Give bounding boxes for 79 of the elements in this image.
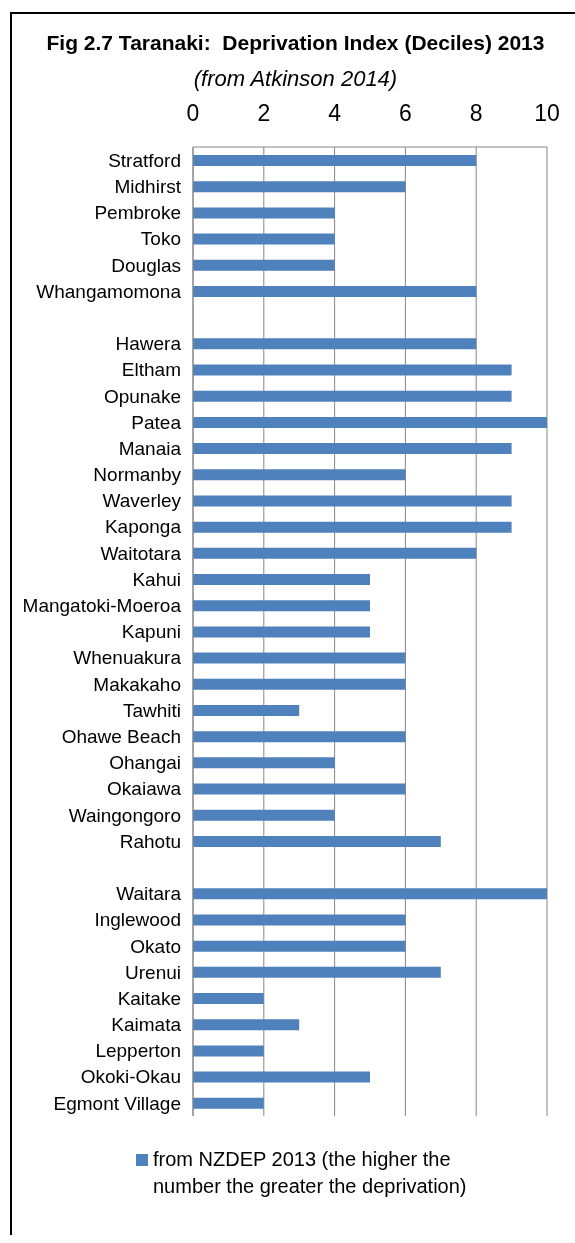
bar bbox=[193, 574, 370, 586]
bar bbox=[193, 757, 335, 769]
bar bbox=[193, 285, 477, 297]
bar bbox=[193, 207, 335, 219]
y-tick-label: Mangatoki-Moeroa bbox=[22, 595, 182, 617]
y-tick-label: Waitotara bbox=[100, 542, 182, 564]
bar bbox=[193, 888, 547, 900]
y-tick-label: Stratford bbox=[108, 149, 181, 171]
y-tick-label: Patea bbox=[131, 411, 182, 433]
y-tick-label: Kaimata bbox=[111, 1014, 182, 1036]
bar bbox=[193, 835, 441, 847]
x-tick-label: 0 bbox=[186, 100, 200, 126]
y-tick-label: Ohawe Beach bbox=[61, 726, 181, 747]
y-tick-label: Douglas bbox=[111, 254, 181, 276]
y-tick-label: Opunake bbox=[103, 385, 181, 407]
bar bbox=[193, 914, 406, 926]
bar bbox=[193, 338, 477, 350]
bar bbox=[193, 443, 512, 455]
bar bbox=[193, 731, 406, 743]
chart-title: Fig 2.7 Taranaki: Deprivation Index (Deciles) 2013 bbox=[45, 30, 546, 56]
y-tick-label: Egmont Village bbox=[53, 1092, 181, 1114]
y-tick-label: Waitara bbox=[116, 883, 182, 905]
bar bbox=[193, 1019, 300, 1031]
bar bbox=[193, 704, 300, 716]
bar bbox=[193, 940, 406, 952]
bar bbox=[193, 547, 477, 559]
y-tick-label: Kaponga bbox=[104, 516, 182, 538]
bar bbox=[193, 390, 512, 402]
bar bbox=[193, 364, 512, 376]
y-tick-label: Whangamomona bbox=[36, 280, 182, 302]
y-tick-label: Midhirst bbox=[114, 176, 182, 198]
x-tick-label: 10 bbox=[534, 100, 560, 126]
x-tick-label: 6 bbox=[399, 100, 412, 126]
bar bbox=[193, 416, 547, 428]
y-tick-label: Makakaho bbox=[93, 673, 181, 695]
bar bbox=[193, 652, 406, 664]
legend-label: from NZDEP 2013 (the higher the number the greater the deprivation) bbox=[153, 1147, 468, 1199]
y-tick-label: Ohangai bbox=[109, 752, 181, 774]
x-tick-label: 2 bbox=[257, 100, 271, 126]
bar bbox=[193, 469, 406, 481]
bar bbox=[193, 626, 370, 638]
y-tick-label: Waingongoro bbox=[68, 804, 181, 826]
bar bbox=[193, 181, 406, 193]
y-tick-label: Kapuni bbox=[121, 621, 181, 643]
bar bbox=[193, 259, 335, 271]
bar bbox=[193, 1097, 264, 1109]
y-tick-label: Hawera bbox=[115, 333, 182, 355]
bar bbox=[193, 809, 335, 821]
y-tick-label: Whenuakura bbox=[73, 647, 182, 669]
bar bbox=[193, 993, 264, 1005]
y-tick-label: Okaiawa bbox=[107, 778, 182, 800]
bar bbox=[193, 233, 335, 245]
x-tick-label: 8 bbox=[469, 100, 483, 126]
y-tick-label: Okoki-Okau bbox=[80, 1066, 181, 1088]
y-tick-label: Normanby bbox=[93, 464, 182, 486]
chart-subtitle: (from Atkinson 2014) bbox=[192, 65, 399, 93]
bar bbox=[193, 966, 441, 978]
y-tick-label: Waverley bbox=[102, 490, 182, 512]
y-tick-label: Rahotu bbox=[119, 830, 181, 852]
bar bbox=[193, 1045, 264, 1057]
y-tick-label: Urenui bbox=[125, 961, 181, 983]
bar bbox=[193, 1071, 370, 1083]
y-tick-label: Eltham bbox=[121, 359, 181, 381]
y-tick-label: Manaia bbox=[118, 437, 182, 459]
bar bbox=[193, 600, 370, 612]
y-tick-label: Tawhiti bbox=[122, 699, 181, 721]
x-tick-label: 4 bbox=[328, 100, 342, 126]
bar bbox=[193, 783, 406, 795]
y-tick-label: Kaitake bbox=[117, 987, 181, 1009]
bar bbox=[193, 678, 406, 690]
y-tick-label: Lepperton bbox=[95, 1040, 181, 1062]
y-tick-label: Okato bbox=[130, 935, 181, 957]
y-tick-label: Inglewood bbox=[94, 909, 181, 931]
bar bbox=[193, 495, 512, 507]
y-tick-label: Pembroke bbox=[94, 202, 181, 224]
bar bbox=[193, 155, 477, 166]
y-tick-label: Toko bbox=[140, 228, 181, 250]
y-tick-label: Kahui bbox=[132, 568, 181, 590]
bar bbox=[193, 521, 512, 533]
